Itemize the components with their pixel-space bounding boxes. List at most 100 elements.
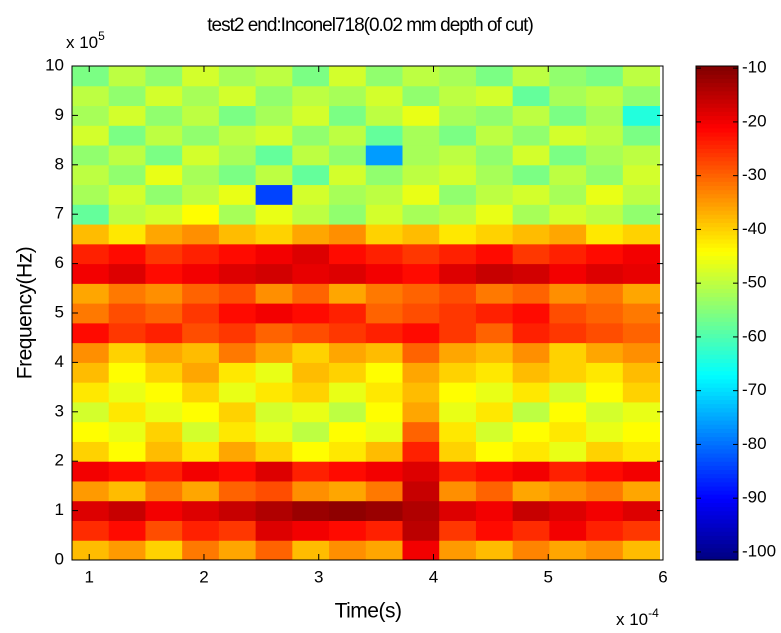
- colorbar-step: [696, 164, 738, 170]
- colorbar-step: [696, 173, 738, 178]
- heatmap-cell: [586, 382, 624, 403]
- heatmap-cell: [145, 480, 183, 502]
- heatmap-cell: [108, 540, 146, 560]
- heatmap-cell: [512, 105, 550, 126]
- colorbar-step: [696, 275, 738, 281]
- heatmap-cell: [475, 401, 514, 423]
- colorbar-step: [696, 234, 738, 240]
- colorbar-step: [696, 304, 738, 310]
- heatmap-cell: [108, 145, 146, 166]
- colorbar-step: [696, 98, 738, 104]
- heatmap-cell: [549, 105, 587, 126]
- heatmap-cell: [549, 342, 587, 363]
- heatmap-cell: [475, 66, 514, 87]
- heatmap-cell: [365, 243, 404, 265]
- heatmap-cell: [108, 263, 146, 284]
- heatmap-cell: [182, 184, 220, 205]
- y-tick-label: 9: [55, 105, 64, 124]
- heatmap-cell: [512, 145, 550, 166]
- x-axis-label: Time(s): [335, 600, 402, 623]
- colorbar-step: [696, 502, 738, 508]
- heatmap-cell: [329, 382, 367, 403]
- heatmap-cell: [182, 303, 220, 324]
- heatmap-cell: [255, 145, 293, 166]
- heatmap-cell: [365, 421, 404, 442]
- heatmap-cell: [549, 204, 587, 225]
- heatmap-cell: [622, 145, 661, 166]
- y-tick-label: 1: [55, 500, 64, 519]
- colorbar-step: [696, 210, 738, 215]
- colorbar-step: [696, 177, 738, 182]
- heatmap-cell: [108, 441, 146, 462]
- heatmap-cell: [512, 263, 550, 284]
- colorbar-step: [696, 547, 738, 553]
- heatmap-cell: [622, 66, 661, 87]
- heatmap-cell: [108, 283, 146, 304]
- heatmap-cell: [108, 303, 146, 324]
- heatmap-cell: [586, 500, 624, 521]
- heatmap-cell: [292, 342, 330, 363]
- heatmap-cell: [72, 461, 110, 482]
- heatmap-cell: [549, 224, 587, 245]
- colorbar-tick-label: -80: [742, 434, 767, 453]
- heatmap-cell: [108, 382, 146, 403]
- heatmap-cell: [255, 85, 293, 107]
- heatmap-cell: [475, 520, 514, 541]
- heatmap-cell: [586, 540, 624, 560]
- heatmap-cell: [512, 125, 550, 146]
- heatmap-cell: [292, 322, 330, 344]
- heatmap-cell: [329, 224, 367, 245]
- heatmap-cell: [182, 204, 220, 225]
- heatmap-cell: [512, 303, 550, 324]
- heatmap-cell: [365, 362, 404, 383]
- heatmap-cell: [218, 85, 257, 107]
- colorbar-step: [696, 531, 738, 536]
- heatmap-cell: [439, 243, 477, 265]
- heatmap-cell: [512, 500, 550, 521]
- colorbar-step: [696, 152, 738, 158]
- heatmap-cell: [586, 164, 624, 186]
- heatmap-cell: [255, 520, 293, 541]
- heatmap-cell: [182, 421, 220, 442]
- y-tick-label: 4: [55, 352, 64, 371]
- heatmap-cell: [145, 184, 183, 205]
- colorbar-step: [696, 535, 738, 541]
- heatmap-cell: [512, 480, 550, 502]
- heatmap-cell: [145, 342, 183, 363]
- colorbar-step: [696, 255, 738, 261]
- colorbar-frame: [695, 65, 739, 561]
- colorbar-tick-label: -30: [742, 165, 767, 184]
- heatmap-cell: [145, 263, 183, 284]
- heatmap-cell: [329, 263, 367, 284]
- heatmap-cell: [549, 263, 587, 284]
- heatmap-cell: [586, 303, 624, 324]
- colorbar-step: [696, 201, 738, 207]
- colorbar-step: [696, 251, 738, 256]
- colorbar-step: [696, 160, 738, 166]
- heatmap-cell: [255, 125, 293, 146]
- heatmap-cell: [402, 480, 440, 502]
- colorbar-step: [696, 230, 738, 236]
- heatmap-cell: [72, 204, 110, 225]
- heatmap-cell: [72, 520, 110, 541]
- y-tick-label: 10: [45, 55, 64, 74]
- heatmap-cell: [402, 243, 440, 265]
- heatmap-cell: [255, 461, 293, 482]
- colorbar-step: [696, 551, 738, 557]
- heatmap-cell: [292, 461, 330, 482]
- heatmap-cell: [218, 224, 257, 245]
- heatmap-cell: [622, 441, 661, 462]
- heatmap-cell: [365, 263, 404, 284]
- heatmap-cell: [292, 85, 330, 107]
- colorbar-tick-label: -10: [742, 58, 767, 77]
- heatmap-cell: [145, 224, 183, 245]
- heatmap-cell: [255, 362, 293, 383]
- heatmap-cell: [549, 461, 587, 482]
- colorbar-step: [696, 420, 738, 425]
- heatmap-cell: [365, 441, 404, 462]
- heatmap-cell: [365, 66, 404, 87]
- heatmap-cell: [108, 164, 146, 186]
- heatmap-cell: [182, 125, 220, 146]
- colorbar-step: [696, 103, 738, 108]
- heatmap-cell: [512, 164, 550, 186]
